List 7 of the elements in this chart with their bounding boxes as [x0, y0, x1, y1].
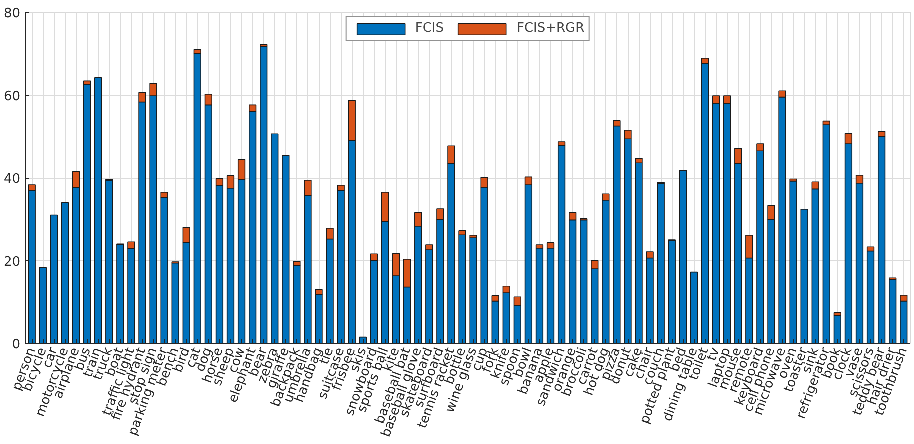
y-tick-label: 0 — [12, 338, 21, 352]
legend-label: FCIS — [415, 21, 444, 36]
y-tick-label: 20 — [4, 254, 21, 270]
legend-label: FCIS+RGR — [516, 21, 585, 36]
y-tick-label: 80 — [4, 6, 21, 22]
y-tick-label: 40 — [4, 172, 21, 187]
y-tick-label: 60 — [4, 89, 21, 104]
